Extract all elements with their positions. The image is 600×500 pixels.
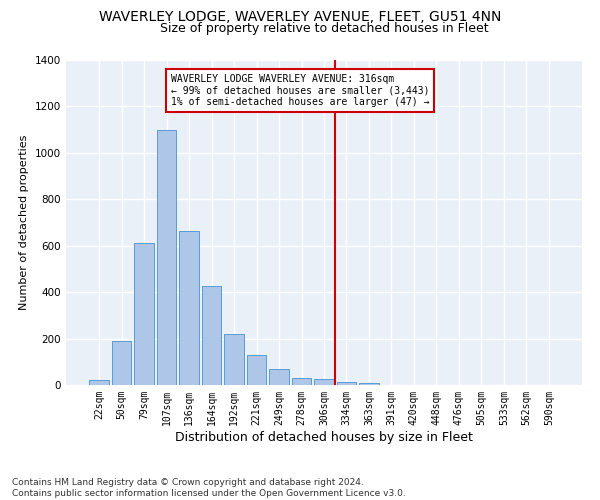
Bar: [314, 379, 334, 385]
Bar: [337, 382, 356, 385]
Bar: [359, 382, 379, 385]
Bar: [179, 230, 199, 385]
Text: WAVERLEY LODGE WAVERLEY AVENUE: 316sqm
← 99% of detached houses are smaller (3,4: WAVERLEY LODGE WAVERLEY AVENUE: 316sqm ←…: [171, 74, 430, 107]
Bar: [112, 341, 131, 385]
Bar: [247, 355, 266, 385]
Text: WAVERLEY LODGE, WAVERLEY AVENUE, FLEET, GU51 4NN: WAVERLEY LODGE, WAVERLEY AVENUE, FLEET, …: [99, 10, 501, 24]
Bar: [157, 130, 176, 385]
Bar: [134, 244, 154, 385]
Bar: [292, 378, 311, 385]
Text: Contains HM Land Registry data © Crown copyright and database right 2024.
Contai: Contains HM Land Registry data © Crown c…: [12, 478, 406, 498]
Bar: [224, 334, 244, 385]
Bar: [202, 286, 221, 385]
X-axis label: Distribution of detached houses by size in Fleet: Distribution of detached houses by size …: [175, 430, 473, 444]
Title: Size of property relative to detached houses in Fleet: Size of property relative to detached ho…: [160, 22, 488, 35]
Y-axis label: Number of detached properties: Number of detached properties: [19, 135, 29, 310]
Bar: [89, 380, 109, 385]
Bar: [269, 369, 289, 385]
